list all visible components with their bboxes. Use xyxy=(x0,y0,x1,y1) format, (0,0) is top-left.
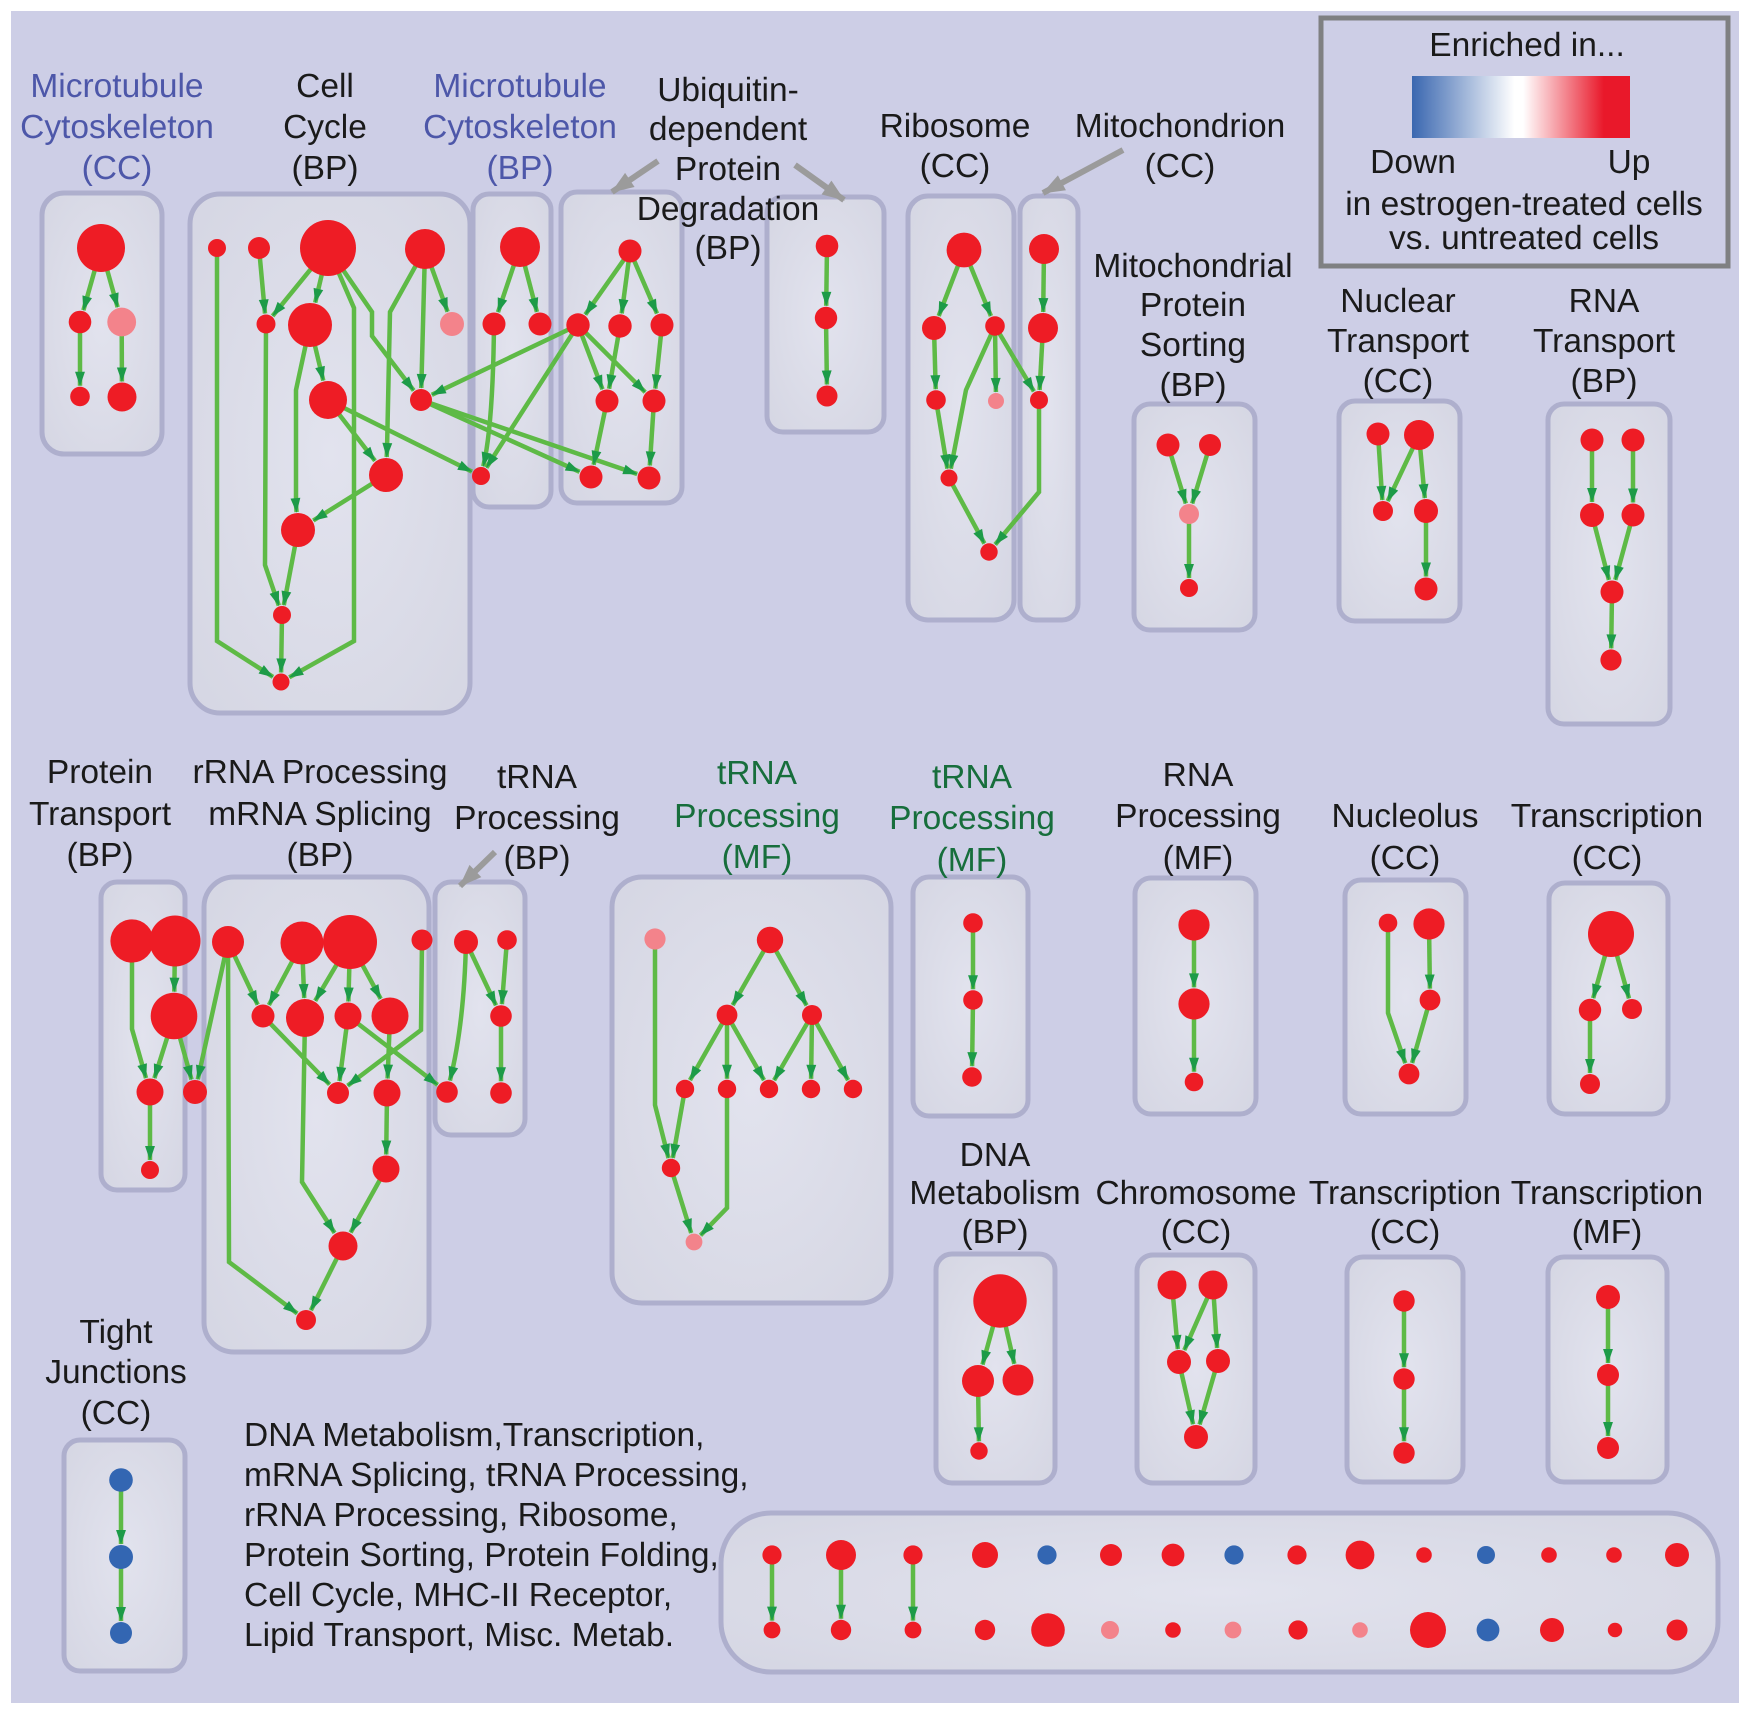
svg-text:rRNA Processing: rRNA Processing xyxy=(192,754,447,791)
svg-text:Processing: Processing xyxy=(1115,798,1281,835)
svg-text:(MF): (MF) xyxy=(937,842,1008,879)
svg-text:(CC): (CC) xyxy=(1161,1214,1232,1251)
svg-text:(CC): (CC) xyxy=(1370,840,1441,877)
svg-text:(CC): (CC) xyxy=(1363,363,1434,400)
svg-text:mRNA Splicing: mRNA Splicing xyxy=(208,796,431,833)
svg-text:Cell Cycle, MHC-II Receptor,: Cell Cycle, MHC-II Receptor, xyxy=(244,1577,672,1614)
svg-text:(CC): (CC) xyxy=(81,1395,152,1432)
svg-text:(BP): (BP) xyxy=(1160,367,1227,404)
svg-text:DNA: DNA xyxy=(960,1137,1031,1174)
svg-text:(BP): (BP) xyxy=(504,840,571,877)
svg-text:(CC): (CC) xyxy=(920,148,991,185)
svg-text:Down: Down xyxy=(1370,144,1456,181)
svg-text:Transcription: Transcription xyxy=(1511,798,1703,835)
svg-text:tRNA: tRNA xyxy=(497,759,578,796)
svg-text:Transport: Transport xyxy=(29,796,172,833)
svg-text:Mitochondrion: Mitochondrion xyxy=(1075,108,1285,145)
svg-text:Lipid Transport, Misc. Metab.: Lipid Transport, Misc. Metab. xyxy=(244,1617,674,1654)
svg-text:Enriched in...: Enriched in... xyxy=(1429,27,1625,64)
svg-text:Processing: Processing xyxy=(889,800,1055,837)
svg-text:Tight: Tight xyxy=(79,1314,153,1351)
svg-text:Chromosome: Chromosome xyxy=(1095,1175,1296,1212)
svg-text:Ribosome: Ribosome xyxy=(880,108,1031,145)
svg-text:Metabolism: Metabolism xyxy=(909,1175,1080,1212)
svg-text:Transcription: Transcription xyxy=(1511,1175,1703,1212)
svg-text:Microtubule: Microtubule xyxy=(30,68,203,105)
svg-text:Processing: Processing xyxy=(454,800,620,837)
svg-text:Protein: Protein xyxy=(675,151,781,188)
svg-text:Transcription: Transcription xyxy=(1309,1175,1501,1212)
svg-text:RNA: RNA xyxy=(1163,757,1234,794)
svg-text:(MF): (MF) xyxy=(1572,1214,1643,1251)
svg-text:Sorting: Sorting xyxy=(1140,327,1246,364)
svg-text:in estrogen-treated cells: in estrogen-treated cells xyxy=(1345,186,1703,223)
svg-text:Junctions: Junctions xyxy=(45,1354,187,1391)
svg-text:Cytoskeleton: Cytoskeleton xyxy=(20,109,214,146)
svg-text:tRNA: tRNA xyxy=(932,759,1013,796)
svg-text:Nucleolus: Nucleolus xyxy=(1331,798,1478,835)
svg-text:(BP): (BP) xyxy=(292,150,359,187)
svg-text:Protein: Protein xyxy=(47,754,153,791)
svg-text:(BP): (BP) xyxy=(695,230,762,267)
svg-text:rRNA Processing, Ribosome,: rRNA Processing, Ribosome, xyxy=(244,1497,678,1534)
svg-text:RNA: RNA xyxy=(1569,283,1640,320)
svg-text:(BP): (BP) xyxy=(67,837,134,874)
svg-text:vs. untreated cells: vs. untreated cells xyxy=(1389,220,1659,257)
svg-text:(BP): (BP) xyxy=(487,150,554,187)
svg-text:(MF): (MF) xyxy=(1163,840,1234,877)
svg-text:DNA Metabolism,Transcription,: DNA Metabolism,Transcription, xyxy=(244,1417,704,1454)
svg-text:(CC): (CC) xyxy=(82,150,153,187)
svg-text:Protein Sorting, Protein Foldi: Protein Sorting, Protein Folding, xyxy=(244,1537,719,1574)
svg-text:(BP): (BP) xyxy=(1571,363,1638,400)
svg-text:dependent: dependent xyxy=(649,111,808,148)
svg-text:Nuclear: Nuclear xyxy=(1340,283,1455,320)
svg-text:(CC): (CC) xyxy=(1370,1214,1441,1251)
svg-text:Cell: Cell xyxy=(296,68,354,105)
svg-text:(BP): (BP) xyxy=(962,1214,1029,1251)
svg-text:tRNA: tRNA xyxy=(717,755,798,792)
svg-text:Cycle: Cycle xyxy=(283,109,367,146)
svg-text:Transport: Transport xyxy=(1327,323,1470,360)
svg-text:(MF): (MF) xyxy=(722,839,793,876)
svg-text:Cytoskeleton: Cytoskeleton xyxy=(423,109,617,146)
svg-text:mRNA Splicing, tRNA Processing: mRNA Splicing, tRNA Processing, xyxy=(244,1457,749,1494)
svg-text:Microtubule: Microtubule xyxy=(433,68,606,105)
svg-text:Processing: Processing xyxy=(674,798,840,835)
svg-text:Ubiquitin-: Ubiquitin- xyxy=(657,72,799,109)
svg-text:(BP): (BP) xyxy=(287,837,354,874)
svg-text:(CC): (CC) xyxy=(1145,148,1216,185)
svg-text:Up: Up xyxy=(1608,144,1651,181)
svg-text:Protein: Protein xyxy=(1140,287,1246,324)
svg-text:Mitochondrial: Mitochondrial xyxy=(1093,248,1292,285)
svg-text:Transport: Transport xyxy=(1533,323,1676,360)
svg-text:Degradation: Degradation xyxy=(637,191,820,228)
svg-text:(CC): (CC) xyxy=(1572,840,1643,877)
